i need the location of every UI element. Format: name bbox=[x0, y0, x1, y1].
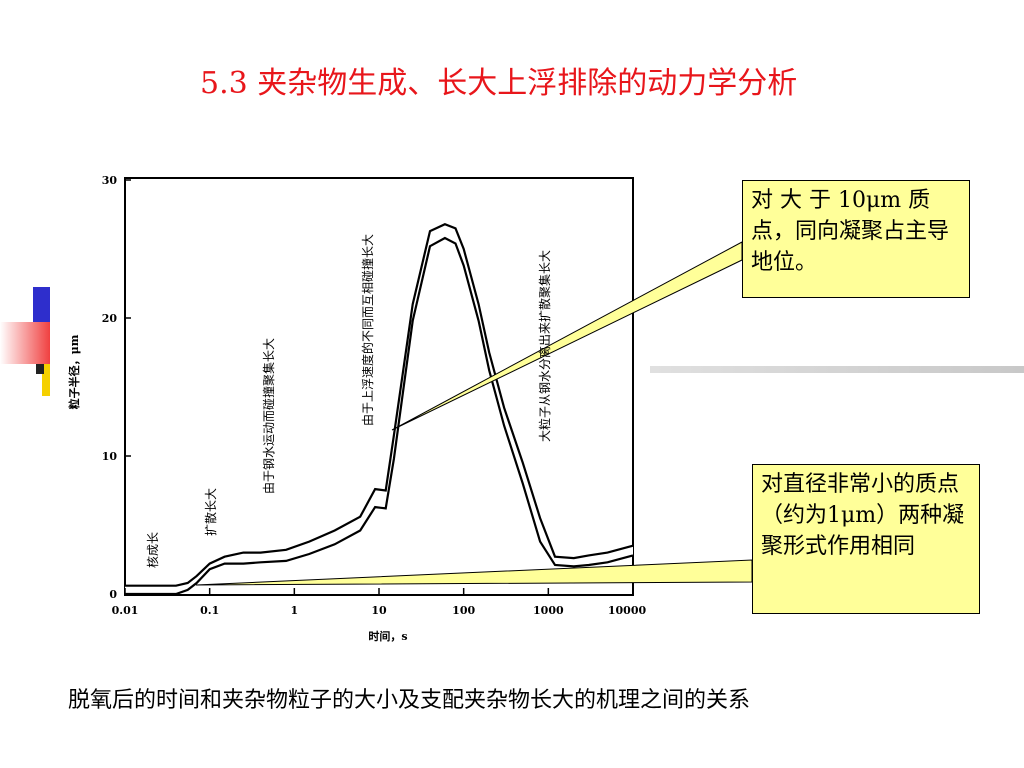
deco-red-gradient bbox=[0, 322, 50, 364]
callout-leader-lines bbox=[195, 241, 753, 586]
leader-top bbox=[391, 241, 743, 431]
annotation-flotation: 由于上浮速度的不同而互相碰撞长大 bbox=[360, 234, 375, 426]
band-fill bbox=[125, 224, 633, 594]
x-axis-label: 时间，s bbox=[368, 629, 407, 643]
band-upper-line bbox=[125, 223, 634, 587]
leader-bottom bbox=[195, 559, 753, 586]
callout-small-particles: 对直径非常小的质点（约为1μm）两种凝聚形式作用相同 bbox=[752, 464, 980, 614]
annotation-diffusion: 扩散长大 bbox=[203, 488, 218, 536]
x-tick-label: 0.1 bbox=[200, 604, 219, 617]
plot-frame bbox=[124, 177, 634, 596]
x-tick-label: 100 bbox=[452, 604, 475, 617]
annotation-separation: 大粒子从钢水分离出来扩散聚集长大 bbox=[537, 250, 552, 442]
annotation-stirring: 由于钢水运动而碰撞聚集长大 bbox=[261, 338, 276, 494]
y-tick-label: 30 bbox=[102, 174, 118, 187]
slide-title: 5.3 夹杂物生成、长大上浮排除的动力学分析 bbox=[200, 66, 798, 101]
y-tick-label: 20 bbox=[102, 312, 118, 325]
callout-large-particles: 对 大 于 10μm 质点，同向凝聚占主导地位。 bbox=[742, 180, 970, 298]
annotation-nucleation: 核成长 bbox=[146, 532, 160, 568]
x-tick-label: 1000 bbox=[533, 604, 564, 617]
band-lower-line bbox=[125, 236, 634, 596]
x-tick-label: 10000 bbox=[608, 604, 647, 617]
y-tick-label: 10 bbox=[102, 450, 118, 463]
figure-caption: 脱氧后的时间和夹杂物粒子的大小及支配夹杂物长大的机理之间的关系 bbox=[68, 688, 751, 713]
y-tick-label: 0 bbox=[109, 588, 117, 601]
deco-dark-block bbox=[36, 364, 44, 374]
x-tick-label: 0.01 bbox=[112, 604, 139, 617]
y-axis-label: 粒子半径，μm bbox=[67, 334, 81, 409]
axis-ticks: 0.01 0.1 1 10 100 1000 10000 0 10 20 30 bbox=[102, 174, 647, 617]
deco-yellow-block bbox=[42, 364, 50, 396]
x-tick-label: 1 bbox=[291, 604, 299, 617]
deco-grey-line bbox=[650, 366, 1024, 373]
data-band-group bbox=[125, 223, 634, 596]
x-tick-label: 10 bbox=[371, 604, 387, 617]
